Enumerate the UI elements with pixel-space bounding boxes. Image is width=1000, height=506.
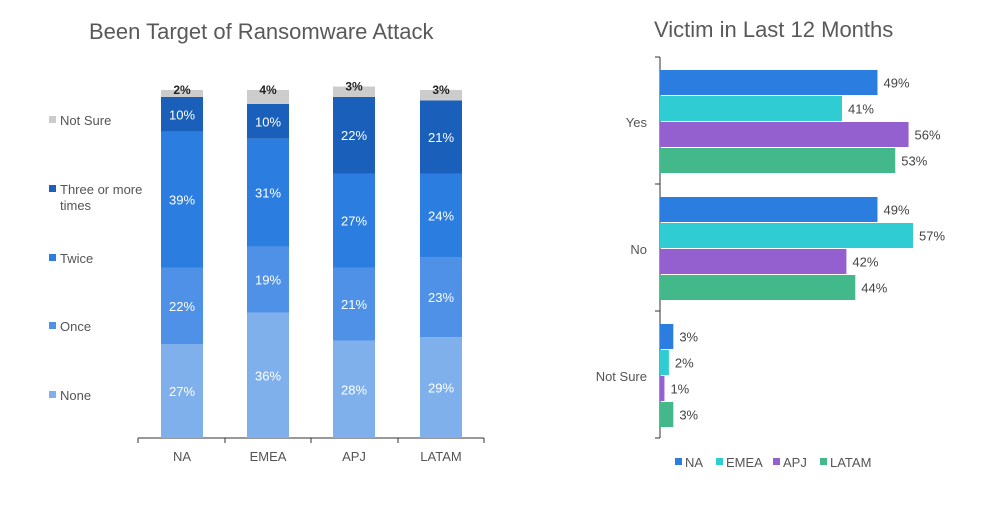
x-tick-label-na: NA bbox=[173, 449, 191, 464]
legend-swatch-na bbox=[675, 458, 682, 465]
legend-swatch-not-sure bbox=[49, 116, 56, 123]
bar-apj-once bbox=[333, 267, 375, 341]
bar-not-sure-latam bbox=[660, 402, 674, 427]
data-label-apj-once: 21% bbox=[341, 297, 367, 312]
data-label-apj-twice: 27% bbox=[341, 214, 367, 229]
bar-not-sure-apj bbox=[660, 376, 665, 401]
legend-swatch-latam bbox=[820, 458, 827, 465]
legend-label-emea: EMEA bbox=[726, 455, 763, 470]
bar-latam-three-or-more-times bbox=[420, 100, 462, 174]
legend-label-latam: LATAM bbox=[830, 455, 871, 470]
data-label-na-three-or-more-times: 10% bbox=[169, 107, 195, 122]
x-tick-label-emea: EMEA bbox=[250, 449, 287, 464]
bar-latam-twice bbox=[420, 173, 462, 258]
legend-swatch-twice bbox=[49, 254, 56, 261]
bar-no-apj bbox=[660, 249, 847, 274]
bar-not-sure-emea bbox=[660, 350, 669, 375]
data-label-not-sure-na: 3% bbox=[679, 330, 698, 345]
bar-apj-twice bbox=[333, 173, 375, 268]
bar-emea-three-or-more-times bbox=[247, 103, 289, 139]
data-label-latam-not-sure: 3% bbox=[432, 83, 450, 97]
legend-swatch-once bbox=[49, 322, 56, 329]
bar-emea-once bbox=[247, 246, 289, 313]
legend-swatch-apj bbox=[773, 458, 780, 465]
y-tick-label-not-sure: Not Sure bbox=[596, 369, 647, 384]
bar-latam-once bbox=[420, 257, 462, 338]
bar-na-none bbox=[161, 344, 203, 438]
data-label-emea-none: 36% bbox=[255, 368, 281, 383]
bar-latam-none bbox=[420, 337, 462, 438]
bar-na-once bbox=[161, 267, 203, 345]
data-label-yes-emea: 41% bbox=[848, 102, 874, 117]
data-label-latam-twice: 24% bbox=[428, 208, 454, 223]
bar-apj-none bbox=[333, 340, 375, 438]
bar-na-twice bbox=[161, 131, 203, 268]
bar-no-latam bbox=[660, 275, 856, 300]
bar-emea-not-sure bbox=[247, 90, 289, 104]
legend-label-twice: Twice bbox=[60, 251, 93, 266]
legend-swatch-three-or-more-times bbox=[49, 185, 56, 192]
data-label-yes-latam: 53% bbox=[901, 154, 927, 169]
bar-apj-three-or-more-times bbox=[333, 96, 375, 174]
legend-swatch-emea bbox=[716, 458, 723, 465]
data-label-yes-apj: 56% bbox=[915, 128, 941, 143]
x-tick-label-latam: LATAM bbox=[420, 449, 461, 464]
data-label-apj-none: 28% bbox=[341, 382, 367, 397]
data-label-na-none: 27% bbox=[169, 384, 195, 399]
data-label-no-na: 49% bbox=[883, 203, 909, 218]
bar-emea-none bbox=[247, 312, 289, 438]
bar-yes-apj bbox=[660, 122, 909, 147]
bar-na-not-sure bbox=[161, 90, 203, 97]
legend-label-na: NA bbox=[685, 455, 703, 470]
y-tick-label-no: No bbox=[630, 242, 647, 257]
y-tick-label-yes: Yes bbox=[626, 115, 648, 130]
data-label-no-emea: 57% bbox=[919, 229, 945, 244]
legend-label-three-or-more-times: Three or more times bbox=[60, 182, 142, 213]
data-label-not-sure-apj: 1% bbox=[670, 382, 689, 397]
bar-na-three-or-more-times bbox=[161, 96, 203, 132]
legend-swatch-none bbox=[49, 391, 56, 398]
bar-apj-not-sure bbox=[333, 86, 375, 97]
data-label-no-latam: 44% bbox=[861, 281, 887, 296]
bar-yes-emea bbox=[660, 96, 842, 121]
data-label-apj-three-or-more-times: 22% bbox=[341, 128, 367, 143]
legend-label-apj: APJ bbox=[783, 455, 807, 470]
data-label-emea-not-sure: 4% bbox=[259, 83, 277, 97]
data-label-not-sure-emea: 2% bbox=[675, 356, 694, 371]
data-label-na-twice: 39% bbox=[169, 193, 195, 208]
bar-yes-latam bbox=[660, 148, 896, 173]
data-label-apj-not-sure: 3% bbox=[345, 80, 363, 94]
x-tick-label-apj: APJ bbox=[342, 449, 366, 464]
bar-emea-twice bbox=[247, 138, 289, 247]
legend-label-once: Once bbox=[60, 319, 91, 334]
data-label-na-not-sure: 2% bbox=[173, 83, 191, 97]
data-label-not-sure-latam: 3% bbox=[679, 408, 698, 423]
right-chart-title: Victim in Last 12 Months bbox=[654, 17, 894, 42]
legend-label-none: None bbox=[60, 388, 91, 403]
bar-latam-not-sure bbox=[420, 90, 462, 101]
legend-label-not-sure: Not Sure bbox=[60, 113, 111, 128]
data-label-yes-na: 49% bbox=[883, 76, 909, 91]
bar-not-sure-na bbox=[660, 324, 674, 349]
data-label-na-once: 22% bbox=[169, 299, 195, 314]
bar-no-na bbox=[660, 197, 878, 222]
bar-no-emea bbox=[660, 223, 913, 248]
data-label-latam-three-or-more-times: 21% bbox=[428, 130, 454, 145]
data-label-emea-once: 19% bbox=[255, 273, 281, 288]
left-chart-title: Been Target of Ransomware Attack bbox=[89, 19, 434, 44]
data-label-emea-twice: 31% bbox=[255, 186, 281, 201]
bar-yes-na bbox=[660, 70, 878, 95]
data-label-emea-three-or-more-times: 10% bbox=[255, 114, 281, 129]
data-label-no-apj: 42% bbox=[852, 255, 878, 270]
data-label-latam-none: 29% bbox=[428, 381, 454, 396]
data-label-latam-once: 23% bbox=[428, 290, 454, 305]
